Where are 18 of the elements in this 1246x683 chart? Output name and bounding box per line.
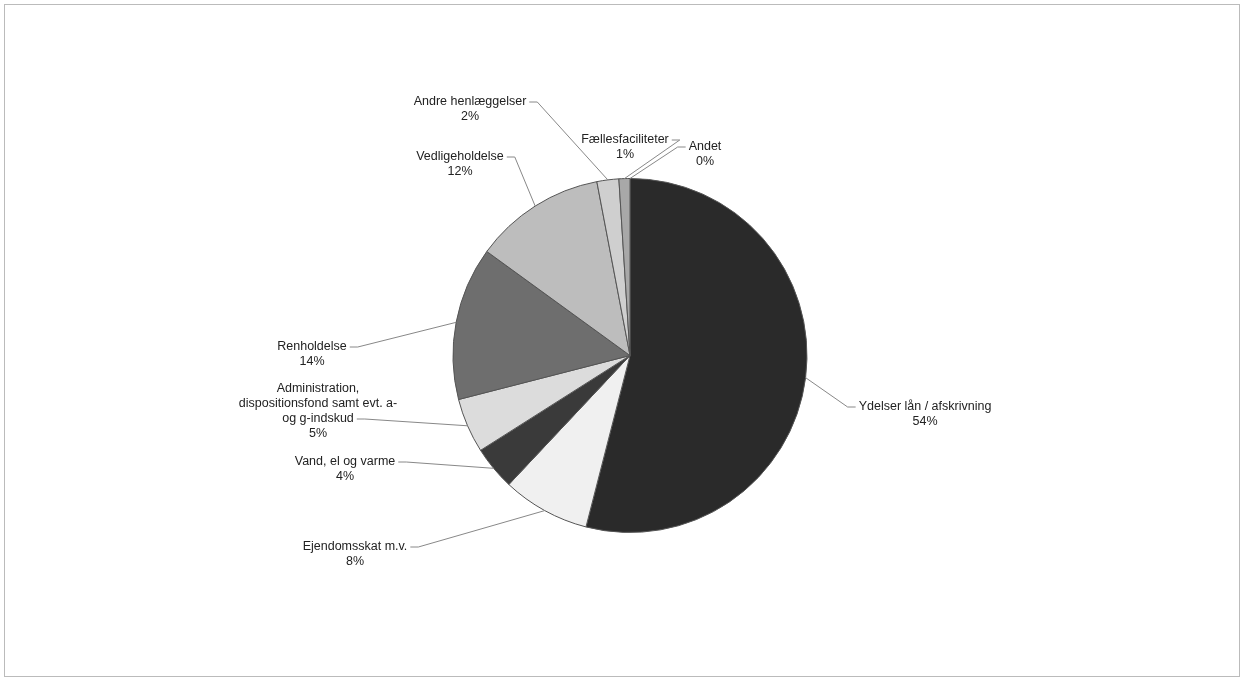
data-label: 14% <box>299 353 325 368</box>
slice-label: Ejendomsskat m.v. <box>302 538 408 553</box>
slice-label: Vand, el og varme <box>294 453 396 468</box>
slice-label: Andre henlæggelser <box>413 93 527 108</box>
data-label: 2% <box>460 108 480 123</box>
category-label: Andet <box>688 138 722 153</box>
data-label: 5% <box>308 425 328 440</box>
slice-label: Administration, dispositionsfond samt evt. a- og g-indskud <box>238 380 398 425</box>
text: 0% <box>695 153 715 168</box>
data-label: 4% <box>335 468 355 483</box>
data-label: 54% <box>912 413 938 428</box>
slice-label: Vedligeholdelse <box>416 148 504 163</box>
data-label: 12% <box>447 163 473 178</box>
data-label: 1% <box>615 146 635 161</box>
slice-label: Renholdelse <box>277 338 347 353</box>
slice-label: Fællesfaciliteter <box>581 131 669 146</box>
data-label: 8% <box>345 553 365 568</box>
slice-label: Ydelser lån / afskrivning <box>858 398 992 413</box>
